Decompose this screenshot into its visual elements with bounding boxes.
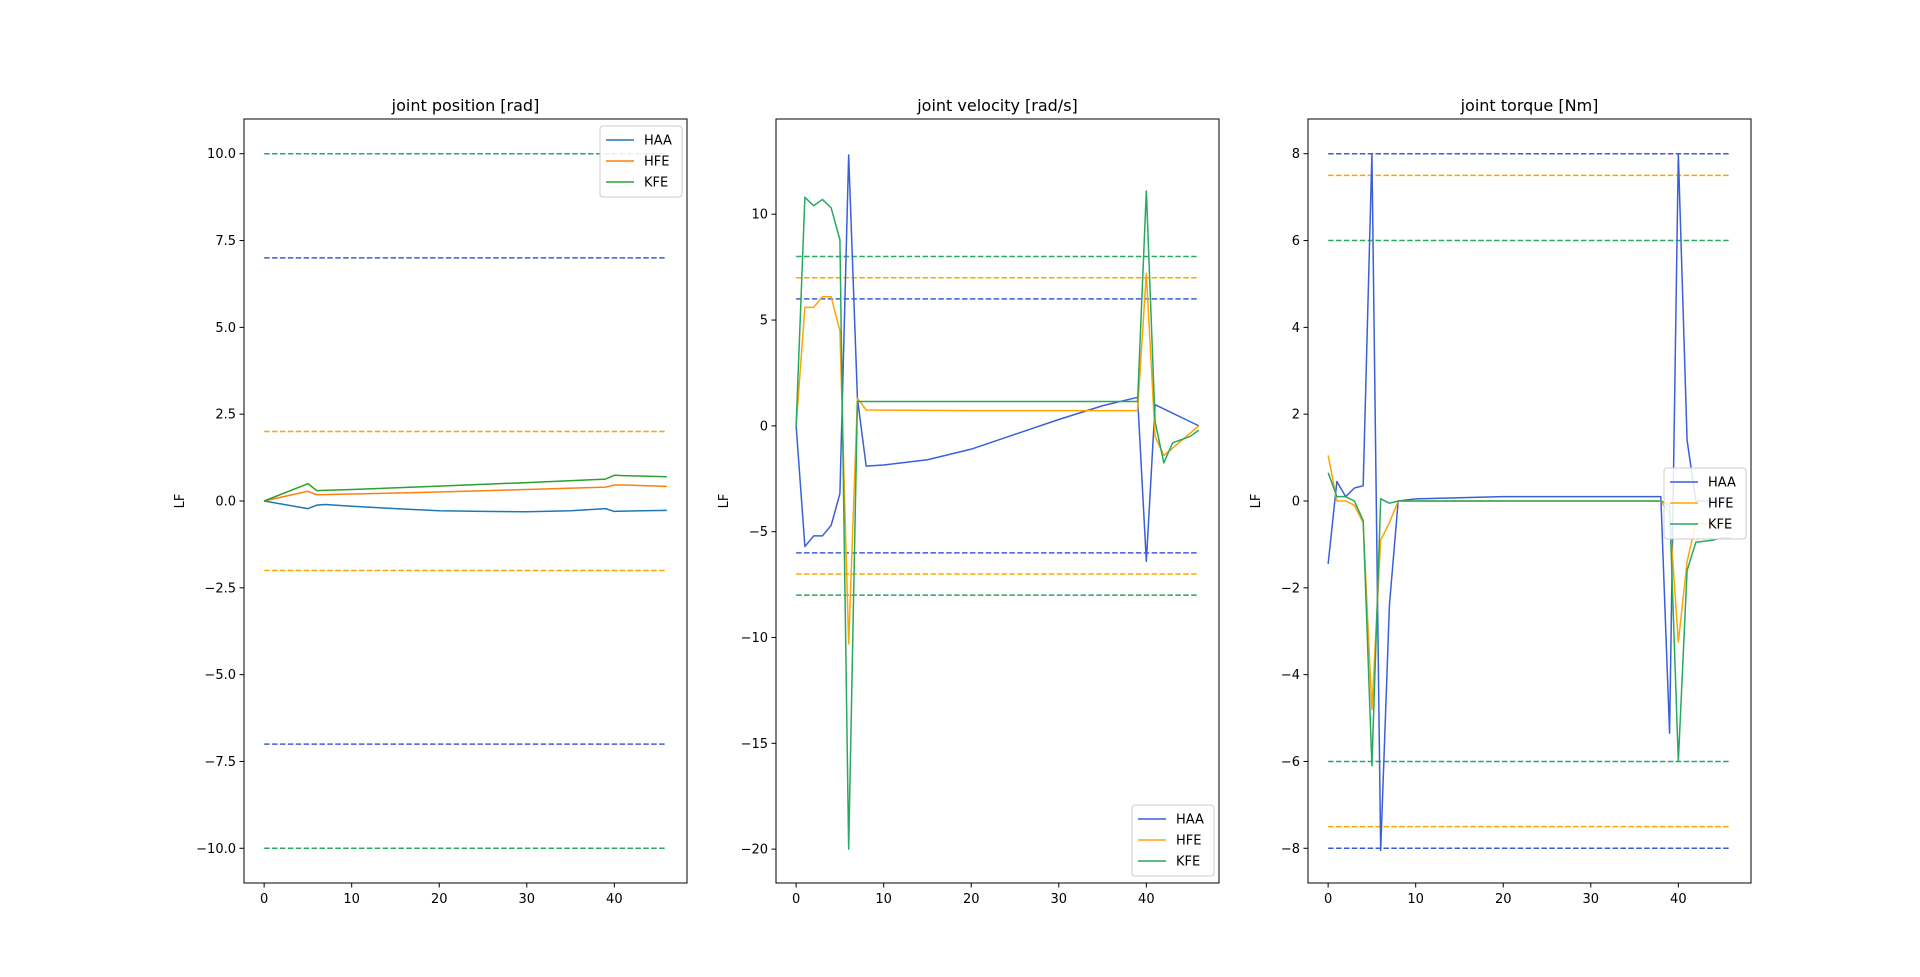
y-tick-label: 4 bbox=[1292, 321, 1300, 336]
x-tick-label: 30 bbox=[1583, 892, 1600, 907]
y-tick-label: 2 bbox=[1292, 408, 1300, 423]
y-tick-label: −5.0 bbox=[204, 668, 236, 683]
y-tick-label: 8 bbox=[1292, 147, 1300, 162]
chart-title: joint torque [Nm] bbox=[1460, 96, 1599, 115]
plot-area bbox=[1327, 152, 1731, 852]
legend-label: HAA bbox=[644, 134, 672, 149]
y-tick-label: 0.0 bbox=[215, 495, 236, 510]
y-tick-label: −2.5 bbox=[204, 581, 236, 596]
legend-label: KFE bbox=[644, 176, 668, 191]
legend-label: KFE bbox=[1176, 855, 1200, 870]
legend: HAA HFE KFE bbox=[1131, 804, 1215, 877]
x-tick-label: 0 bbox=[792, 892, 800, 907]
x-tick-label: 20 bbox=[1495, 892, 1512, 907]
legend-label: HAA bbox=[1708, 476, 1736, 491]
x-tick-label: 10 bbox=[1407, 892, 1424, 907]
x-tick-label: 30 bbox=[1051, 892, 1068, 907]
y-axis-label: LF bbox=[717, 494, 732, 509]
legend-box bbox=[1663, 467, 1747, 540]
series-line-haa bbox=[264, 500, 667, 513]
x-tick-label: 10 bbox=[343, 892, 360, 907]
y-tick-label: 0 bbox=[760, 419, 768, 434]
y-tick-label: −8 bbox=[1281, 842, 1300, 857]
legend: HAA HFE KFE bbox=[599, 125, 683, 198]
subplot-2: 0 10 20 30 40 −20 −15 −10 −5 0 5 10 joint velocity [… bbox=[717, 96, 1220, 907]
y-tick-label: −15 bbox=[741, 737, 768, 752]
x-tick-label: 20 bbox=[963, 892, 980, 907]
legend-label: HAA bbox=[1176, 813, 1204, 828]
y-tick-label: 6 bbox=[1292, 234, 1300, 249]
legend-label: HFE bbox=[1708, 497, 1733, 512]
x-tick-label: 30 bbox=[519, 892, 536, 907]
legend: HAA HFE KFE bbox=[1663, 467, 1747, 540]
series-line-kfe bbox=[263, 474, 667, 502]
series-line-haa bbox=[1327, 152, 1731, 852]
y-tick-label: 2.5 bbox=[215, 408, 236, 423]
subplot-1: 0 10 20 30 40 −10.0 −7.5 −5.0 −2.5 0.0 2.5 5.0 7.5 10… bbox=[173, 96, 688, 907]
plot-area bbox=[795, 154, 1200, 850]
y-tick-label: −20 bbox=[741, 843, 768, 858]
x-tick-label: 40 bbox=[1138, 892, 1155, 907]
x-tick-label: 0 bbox=[1324, 892, 1332, 907]
legend-label: KFE bbox=[1708, 518, 1732, 533]
chart-title: joint velocity [rad/s] bbox=[916, 96, 1078, 115]
series-line-hfe bbox=[263, 484, 667, 502]
y-tick-label: −10.0 bbox=[196, 842, 236, 857]
series-line-hfe bbox=[795, 272, 1200, 645]
y-tick-label: −5 bbox=[749, 525, 768, 540]
legend-box bbox=[599, 125, 683, 198]
y-tick-label: 10.0 bbox=[207, 147, 236, 162]
y-tick-label: −4 bbox=[1281, 668, 1300, 683]
series-line-hfe bbox=[1327, 455, 1731, 711]
x-tick-label: 40 bbox=[606, 892, 623, 907]
legend-label: HFE bbox=[644, 155, 669, 170]
y-tick-label: 5 bbox=[760, 314, 768, 329]
y-tick-label: 5.0 bbox=[215, 321, 236, 336]
legend-label: HFE bbox=[1176, 834, 1201, 849]
y-tick-label: 7.5 bbox=[215, 234, 236, 249]
x-tick-label: 10 bbox=[875, 892, 892, 907]
y-tick-label: 10 bbox=[751, 208, 768, 223]
subplot-3: 0 10 20 30 40 −8 −6 −4 −2 0 2 4 6 8 joint torque [Nm] L… bbox=[1249, 96, 1752, 907]
y-tick-label: −6 bbox=[1281, 755, 1300, 770]
chart-title: joint position [rad] bbox=[391, 96, 540, 115]
y-tick-label: −2 bbox=[1281, 581, 1300, 596]
x-tick-label: 0 bbox=[260, 892, 268, 907]
y-tick-label: −10 bbox=[741, 631, 768, 646]
axes-frame bbox=[775, 118, 1220, 884]
legend-box bbox=[1131, 804, 1215, 877]
x-tick-label: 20 bbox=[431, 892, 448, 907]
y-tick-label: 0 bbox=[1292, 495, 1300, 510]
y-axis-label: LF bbox=[173, 494, 188, 509]
plot-area bbox=[263, 152, 667, 850]
y-tick-label: −7.5 bbox=[204, 755, 236, 770]
y-axis-label: LF bbox=[1249, 494, 1264, 509]
series-line-kfe bbox=[1327, 472, 1731, 767]
x-tick-label: 40 bbox=[1670, 892, 1687, 907]
series-line-kfe bbox=[795, 190, 1200, 850]
